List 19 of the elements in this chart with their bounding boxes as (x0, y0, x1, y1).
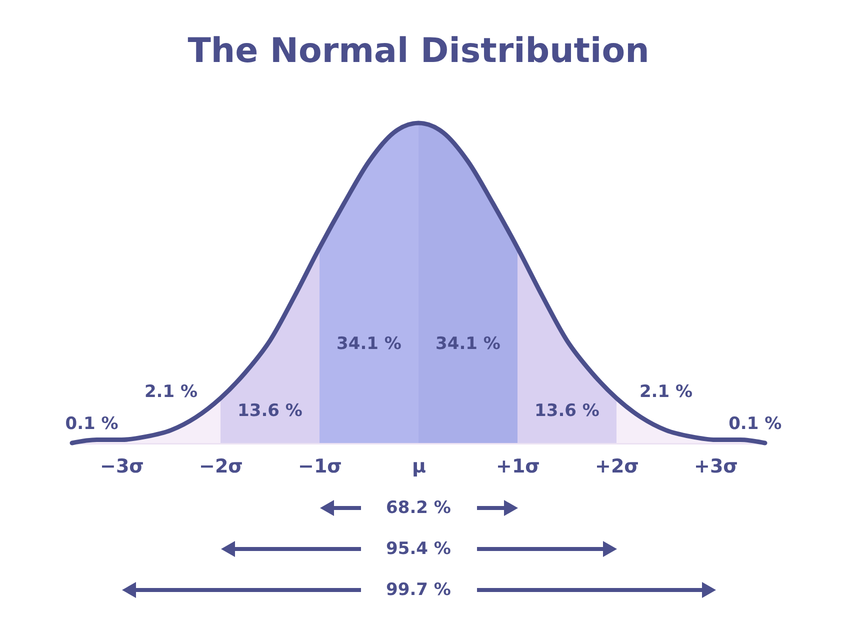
text: 95.4 % (386, 539, 451, 559)
annotation: 2.1 % (144, 382, 198, 402)
annotation: 2.1 % (639, 382, 693, 402)
annotation: 0.1 % (728, 414, 782, 434)
annotation: 13.6 % (238, 401, 302, 421)
x-tick-label: μ (412, 456, 426, 478)
x-tick-label: −2σ (199, 456, 243, 478)
chart-title: The Normal Distribution (188, 30, 650, 71)
annotation: 13.6 % (534, 401, 600, 421)
annotation: 34.1 % (336, 334, 402, 354)
x-tick-label: −1σ (298, 456, 342, 478)
annotation: 0.1 % (65, 414, 118, 434)
text: 68.2 % (386, 498, 451, 518)
x-tick-label: +3σ (694, 456, 738, 478)
text: 99.7 % (386, 580, 451, 600)
x-tick-label: +2σ (595, 456, 639, 478)
x-tick-label: −3σ (100, 456, 144, 478)
annotation: 34.1 % (436, 334, 500, 354)
x-tick-label: +1σ (496, 456, 540, 478)
